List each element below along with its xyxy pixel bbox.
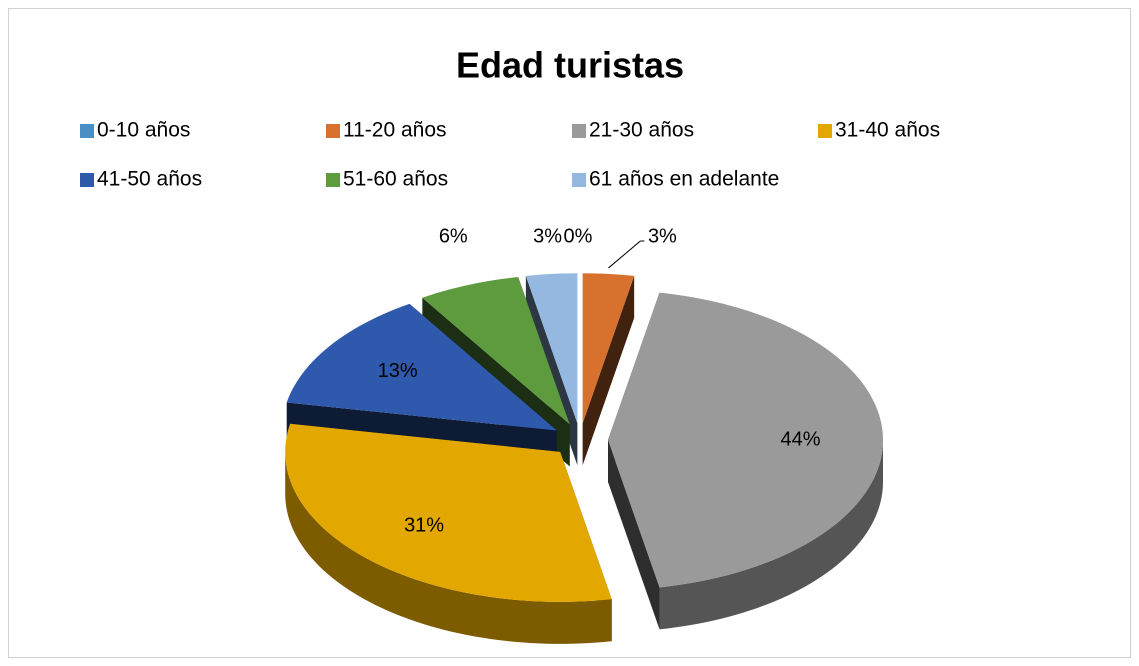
- slice: [525, 273, 578, 424]
- data-label: 31%: [404, 514, 444, 536]
- legend-label: 11-20 años: [343, 119, 447, 142]
- slice-wall: [285, 451, 612, 644]
- slice-side: [582, 275, 635, 466]
- slice: [422, 277, 570, 425]
- data-label: 0%: [564, 225, 593, 247]
- legend-label: 31-40 años: [835, 119, 940, 142]
- legend-swatch: [572, 124, 586, 138]
- legend-swatch: [80, 173, 94, 187]
- slice: [582, 273, 635, 424]
- legend-swatch: [326, 124, 340, 138]
- slice-tops: [285, 273, 883, 602]
- data-label: 13%: [378, 360, 418, 382]
- legend-label: 21-30 años: [589, 119, 694, 142]
- slice-side: [608, 440, 660, 630]
- legend-swatch: [80, 124, 94, 138]
- legend-swatch: [572, 173, 586, 187]
- leader-line: [608, 240, 641, 269]
- slice: [285, 423, 612, 602]
- slice: [608, 292, 883, 588]
- legend-label: 61 años en adelante: [589, 168, 779, 191]
- data-label: 44%: [780, 428, 820, 450]
- data-label: 3%: [648, 225, 677, 247]
- legend-label: 0-10 años: [97, 119, 190, 142]
- slice: [286, 303, 557, 431]
- data-label: 3%: [533, 225, 562, 247]
- legend-label: 41-50 años: [97, 168, 202, 191]
- legend-label: 51-60 años: [343, 168, 448, 191]
- data-label: 6%: [439, 225, 468, 247]
- legend-swatch: [818, 124, 832, 138]
- chart-title: Edad turistas: [456, 45, 684, 86]
- legend-swatch: [326, 173, 340, 187]
- slice-wall: [659, 440, 883, 630]
